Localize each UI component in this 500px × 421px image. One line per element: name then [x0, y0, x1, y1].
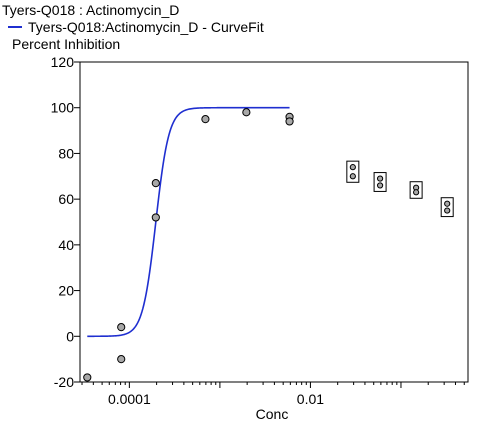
y-axis-label: Percent Inhibition — [12, 36, 121, 52]
data-point — [117, 323, 126, 332]
fit-curve — [87, 106, 290, 338]
y-tick-label: 40 — [58, 237, 74, 253]
y-tick-label: 80 — [58, 145, 74, 161]
excluded-box — [373, 172, 387, 192]
x-axis-label: Conc — [256, 406, 289, 421]
data-point — [83, 373, 92, 382]
data-point — [151, 213, 160, 222]
excluded-point — [444, 207, 451, 214]
excluded-point — [376, 175, 384, 182]
excluded-point — [349, 164, 356, 171]
excluded-point — [349, 173, 356, 180]
chart-title: Tyers-Q018 : Actinomycin_D — [2, 2, 180, 18]
excluded-box — [346, 160, 360, 183]
excluded-point — [376, 182, 384, 189]
data-point — [201, 115, 210, 124]
legend-line-swatch — [8, 26, 22, 28]
legend: Tyers-Q018:Actinomycin_D - CurveFit — [8, 19, 264, 35]
data-point — [117, 355, 126, 364]
legend-label: Tyers-Q018:Actinomycin_D - CurveFit — [28, 19, 264, 35]
x-tick-label: 0.0001 — [108, 391, 151, 407]
data-points-group — [83, 108, 454, 382]
y-tick-label: -20 — [54, 374, 74, 390]
data-point — [285, 117, 294, 126]
y-tick-label: 0 — [66, 328, 74, 344]
excluded-box — [440, 197, 454, 218]
y-tick-label: 100 — [51, 100, 75, 116]
y-tick-label: 60 — [58, 191, 74, 207]
excluded-box — [409, 181, 423, 199]
y-tick-label: 120 — [51, 54, 75, 70]
x-axis-ticks: 0.0001 0.01 — [81, 382, 465, 407]
excluded-point — [413, 189, 420, 196]
y-axis-ticks: -20 0 20 40 60 80 100 120 — [51, 54, 80, 390]
excluded-point — [444, 200, 451, 207]
fit-curve-group — [87, 106, 290, 338]
data-point — [151, 179, 160, 188]
y-tick-label: 20 — [58, 283, 74, 299]
plot-frame — [79, 61, 469, 383]
x-tick-label: 0.01 — [297, 391, 324, 407]
data-point — [242, 108, 251, 117]
